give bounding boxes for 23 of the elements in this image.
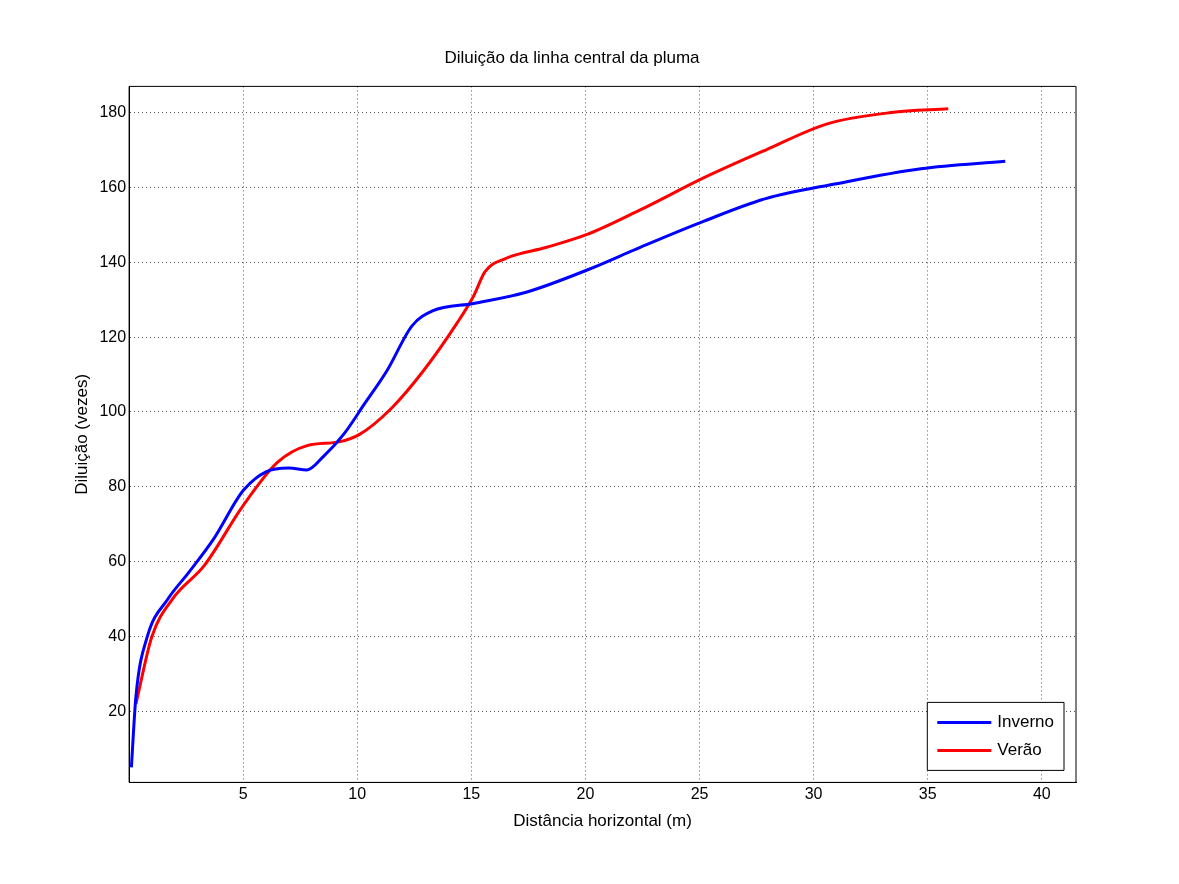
y-tick-label: 80 bbox=[108, 477, 127, 495]
y-tick-label: 180 bbox=[99, 103, 127, 120]
x-tick-label: 15 bbox=[462, 785, 481, 803]
x-tick-label: 35 bbox=[918, 785, 937, 803]
y-tick-label: 120 bbox=[99, 327, 127, 345]
y-tick-label: 40 bbox=[108, 626, 127, 644]
y-tick-label: 60 bbox=[108, 552, 127, 570]
legend-label: Inverno bbox=[997, 712, 1054, 732]
x-tick-label: 40 bbox=[1032, 785, 1051, 803]
x-tick-label: 5 bbox=[238, 785, 248, 803]
y-tick-label: 20 bbox=[108, 701, 127, 719]
x-tick-label: 25 bbox=[690, 785, 709, 803]
line-series bbox=[134, 107, 950, 706]
x-tick-label: 30 bbox=[804, 785, 823, 803]
x-tick-label: 10 bbox=[348, 785, 367, 803]
y-tick-label: 140 bbox=[99, 252, 127, 270]
x-tick-label: 20 bbox=[576, 785, 595, 803]
y-tick-label: 100 bbox=[99, 402, 127, 420]
legend-label: Verão bbox=[997, 740, 1042, 760]
x-axis-title: Distância horizontal (m) bbox=[513, 811, 692, 831]
chart-title: Diluição da linha central da pluma bbox=[444, 47, 701, 67]
y-tick-label: 160 bbox=[99, 177, 127, 195]
y-axis-title: Diluição (vezes) bbox=[71, 373, 91, 495]
